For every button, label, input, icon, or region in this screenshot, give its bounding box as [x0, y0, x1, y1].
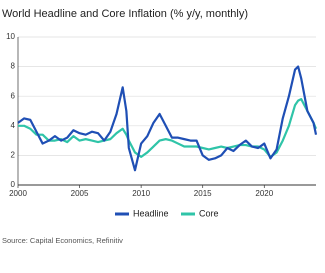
y-tick-label: 8 [11, 62, 16, 71]
y-tick-label: 0 [11, 180, 16, 189]
y-tick-label: 2 [11, 151, 16, 160]
chart-title: World Headline and Core Inflation (% y/y… [2, 8, 248, 20]
source: Source: Capital Economics, Refinitiv [2, 236, 123, 245]
x-tick-label: 2000 [9, 189, 27, 198]
y-tick-label: 6 [11, 91, 16, 100]
x-tick-label: 2005 [71, 189, 89, 198]
y-tick-label: 4 [11, 121, 16, 130]
x-tick-label: 2020 [255, 189, 273, 198]
y-tick-label: 10 [6, 32, 15, 41]
legend-label: Core [199, 208, 219, 218]
x-tick-label: 2010 [132, 189, 150, 198]
legend-label: Headline [133, 208, 169, 218]
series-line [17, 65, 318, 172]
x-tick-label: 2015 [194, 189, 212, 198]
